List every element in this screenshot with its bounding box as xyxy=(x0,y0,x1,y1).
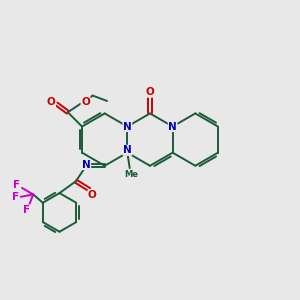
Text: N: N xyxy=(123,122,132,131)
Text: N: N xyxy=(168,122,177,131)
Text: O: O xyxy=(81,97,90,106)
Text: O: O xyxy=(47,98,56,107)
Text: F: F xyxy=(12,192,19,203)
Text: Me: Me xyxy=(124,170,138,179)
Text: O: O xyxy=(146,87,154,97)
Text: N: N xyxy=(82,160,91,170)
Text: N: N xyxy=(123,145,132,155)
Text: F: F xyxy=(14,180,20,190)
Text: F: F xyxy=(23,205,30,215)
Text: O: O xyxy=(88,190,97,200)
